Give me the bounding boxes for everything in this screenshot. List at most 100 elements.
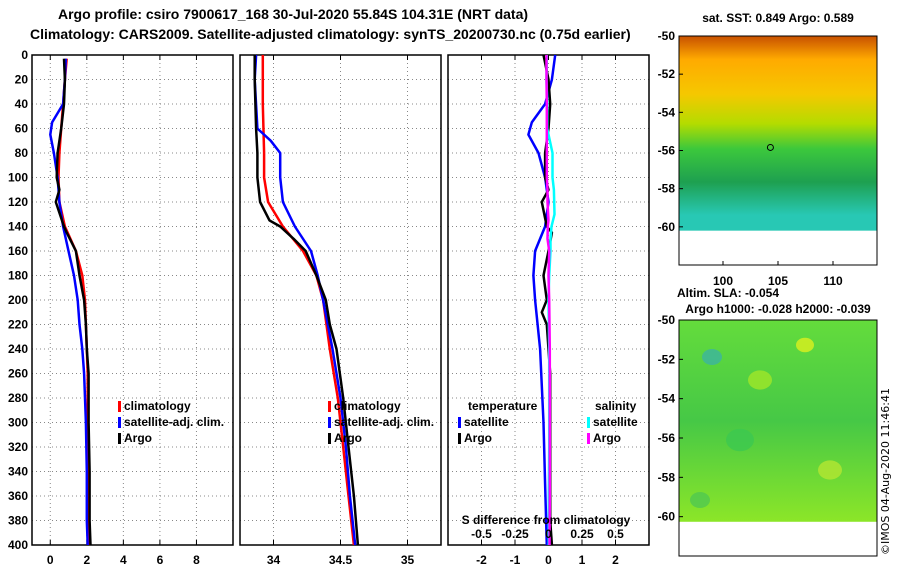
x-tick-label: -1 [510,553,521,567]
salinity-diff-tick-label: -0.25 [501,527,529,541]
legend-swatch [118,401,121,412]
map-field [679,36,877,231]
sla-anomaly-blob [726,428,754,452]
series-line-satellite-adj-clim- [49,58,89,546]
x-tick-label: 4 [120,553,127,567]
y-tick-label: 120 [8,195,28,209]
legend-label: satellite-adj. clim. [124,415,224,429]
map-y-tick-label: -58 [658,182,676,196]
y-tick-label: 20 [15,73,29,87]
map-y-tick-label: -58 [658,470,676,484]
temperature-profile-panel: 0 2 4 6 802040608010012014016018020022024026… [8,48,234,567]
series-line-argo [253,55,360,546]
legend-label: satellite [593,415,638,429]
x-tick-label: 35 [401,553,415,567]
map-x-tick-label: 110 [823,274,843,288]
header-line-1: Argo profile: csiro 7900617_168 30-Jul-2… [58,6,529,22]
map-y-tick-label: -56 [658,144,676,158]
sst-map-title: sat. SST: 0.849 Argo: 0.589 [702,11,854,25]
legend-swatch [118,417,121,428]
altimetry-map: -50 -52 -54 -56 -58 -60 Altim. SLA: -0.054 Argo… [658,286,878,557]
y-tick-label: 260 [8,367,28,381]
map-y-tick-label: -50 [658,313,676,327]
y-tick-label: 160 [8,244,28,258]
series-line-salinity-argo [545,55,552,546]
legend-heading-temperature: temperature [468,399,538,413]
salinity-diff-label: S difference from climatology [462,513,631,527]
sat-sst-map: -50 -52 -54 -56 -58 -60 sat. SST: 0.849 Argo: … [658,11,878,288]
header-line-2: Climatology: CARS2009. Satellite-adjuste… [30,26,631,42]
map-y-tick-label: -52 [658,67,676,81]
y-tick-label: 340 [8,465,28,479]
x-tick-label: -2 [476,553,487,567]
y-tick-label: 280 [8,391,28,405]
map-y-tick-label: -54 [658,105,676,119]
series-line-temperature-satellite [527,54,557,546]
legend-swatch [118,433,121,444]
map-y-tick-label: -50 [658,29,676,43]
legend-label: Argo [334,431,362,445]
map-y-tick-label: -60 [658,510,676,524]
y-tick-label: 60 [15,122,29,136]
legend-swatch [458,417,461,428]
legend-label: Argo [593,431,621,445]
y-tick-label: 320 [8,440,28,454]
x-tick-label: 0 [47,553,54,567]
map-x-tick-label: 105 [768,274,788,288]
legend-label: satellite [464,415,509,429]
legend-swatch [587,433,590,444]
salinity-diff-tick-label: -0.5 [471,527,492,541]
sla-map-title-line-2: Argo h1000: -0.028 h2000: -0.039 [685,302,871,316]
argo-position-marker [766,143,774,151]
legend-heading-salinity: salinity [595,399,637,413]
legend-swatch [328,417,331,428]
x-tick-label: 2 [612,553,619,567]
legend-label: satellite-adj. clim. [334,415,434,429]
map-y-tick-label: -56 [658,431,676,445]
sla-anomaly-blob [690,492,710,508]
salinity-diff-tick-label: 0.5 [607,527,624,541]
y-tick-label: 40 [15,97,29,111]
salinity-diff-tick-label: 0 [545,527,552,541]
x-tick-label: 0 [545,553,552,567]
map-y-tick-label: -54 [658,392,676,406]
map-y-tick-label: -60 [658,220,676,234]
x-tick-label: 34.5 [329,553,353,567]
y-tick-label: 200 [8,293,28,307]
imos-timestamp: ©IMOS 04-Aug-2020 11:46:41 [879,388,892,555]
legend-label: Argo [124,431,152,445]
sla-anomaly-blob [748,370,772,390]
legend-swatch [328,401,331,412]
y-tick-label: 360 [8,489,28,503]
y-tick-label: 220 [8,318,28,332]
y-tick-label: 240 [8,342,28,356]
y-tick-label: 180 [8,269,28,283]
legend-label: climatology [334,399,401,413]
map-x-tick-label: 100 [713,274,733,288]
y-tick-label: 100 [8,171,28,185]
sla-anomaly-blob [702,349,722,365]
sla-anomaly-blob [796,337,814,353]
y-tick-label: 380 [8,514,28,528]
legend-label: Argo [464,431,492,445]
y-tick-label: 0 [21,48,28,62]
legend-label: climatology [124,399,191,413]
salinity-diff-tick-label: 0.25 [570,527,594,541]
y-tick-label: 80 [15,146,29,160]
series-line-satellite-adj-clim- [253,54,357,546]
y-tick-label: 300 [8,416,28,430]
difference-from-climatology-panel: -2 -1 0 1 2 -0.5 -0.25 0 0.25 0.5S difference fro… [447,54,650,567]
x-tick-label: 2 [83,553,90,567]
series-line-argo [54,58,92,546]
x-tick-label: 34 [267,553,281,567]
legend-swatch [458,433,461,444]
y-tick-label: 140 [8,220,28,234]
x-tick-label: 1 [579,553,586,567]
sla-anomaly-blob [818,460,842,480]
plot-frame [31,54,234,546]
legend-swatch [587,417,590,428]
x-tick-label: 6 [157,553,164,567]
salinity-profile-panel: 34 34.5 35 [239,54,442,567]
sla-map-title-line-1: Altim. SLA: -0.054 [677,286,779,300]
